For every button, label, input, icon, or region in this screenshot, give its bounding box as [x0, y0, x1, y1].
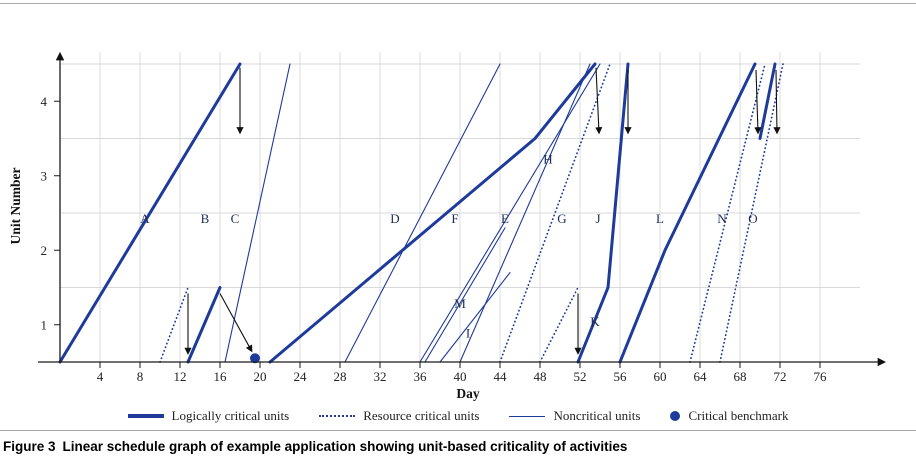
- legend-label: Resource critical units: [363, 408, 480, 423]
- x-tick-label: 52: [574, 369, 587, 384]
- x-tick-label: 12: [174, 369, 187, 384]
- activity-line-M: [424, 227, 506, 363]
- x-tick-label: 8: [137, 369, 144, 384]
- activity-line-D: [344, 63, 501, 363]
- y-tick-label: 3: [41, 168, 48, 183]
- activity-line-J: [606, 62, 630, 289]
- thin-line-sample: [509, 415, 546, 417]
- activity-label-F: F: [451, 211, 458, 226]
- float-arrow: [595, 67, 603, 135]
- x-tick-label: 44: [494, 369, 508, 384]
- activity-label-O: O: [748, 211, 757, 226]
- float-arrow: [754, 69, 762, 135]
- x-tick-label: 48: [534, 369, 547, 384]
- x-tick-label: 68: [734, 369, 747, 384]
- x-tick-label: 60: [654, 369, 667, 384]
- x-tick-label: 64: [694, 369, 708, 384]
- x-tick-label: 4: [97, 369, 104, 384]
- activity-line-H: [459, 63, 591, 363]
- activity-line-O: [719, 63, 784, 363]
- activity-label-E: E: [501, 211, 509, 226]
- activity-line-K: [576, 286, 610, 364]
- activity-line-E: [419, 63, 601, 363]
- thick-line-sample: [127, 414, 164, 418]
- x-tick-label: 32: [374, 369, 387, 384]
- activity-label-C: C: [231, 211, 240, 226]
- critical-benchmark-dot: [250, 353, 260, 364]
- chart-legend: Logically critical units Resource critic…: [0, 402, 916, 430]
- dotted-line-sample: [319, 415, 356, 417]
- legend-item-resource-critical: Resource critical units: [319, 408, 479, 424]
- figure-caption-prefix: Figure 3: [3, 439, 56, 454]
- activity-label-I: I: [466, 326, 470, 341]
- activity-line-G: [499, 63, 611, 363]
- activity-label-H: H: [543, 151, 552, 166]
- activity-label-J: J: [595, 211, 600, 226]
- x-tick-label: 24: [294, 369, 308, 384]
- activity-line-segment: [539, 286, 579, 363]
- activity-line-segment: [758, 62, 777, 140]
- benchmark-dot-sample: [670, 411, 681, 421]
- activity-line-C: [224, 63, 291, 363]
- legend-item-critical-benchmark: Critical benchmark: [670, 408, 788, 424]
- activity-label-M: M: [454, 296, 466, 311]
- activity-line-N: [689, 63, 766, 363]
- x-axis-title: Day: [456, 386, 479, 401]
- legend-item-logically-critical: Logically critical units: [127, 408, 290, 424]
- activity-line-I: [439, 272, 511, 363]
- activity-label-L: L: [656, 211, 664, 226]
- activity-line-L: [618, 62, 757, 364]
- legend-label: Logically critical units: [171, 408, 290, 423]
- y-tick-label: 1: [41, 317, 48, 332]
- legend-item-noncritical: Noncritical units: [509, 408, 640, 424]
- activity-line-A: [58, 62, 242, 364]
- activity-label-N: N: [717, 211, 727, 226]
- x-tick-label: 16: [214, 369, 228, 384]
- activity-label-D: D: [390, 211, 399, 226]
- figure-caption: Figure 3 Linear schedule graph of example…: [0, 431, 916, 454]
- x-tick-label: 56: [614, 369, 628, 384]
- x-tick-label: 72: [774, 369, 787, 384]
- plot-layer: C D E H MI G N O A B F K J L: [58, 62, 784, 364]
- x-tick-label: 36: [414, 369, 428, 384]
- grid-layer: [60, 52, 860, 362]
- activity-line-segment: [159, 286, 189, 363]
- y-tick-label: 2: [41, 243, 48, 258]
- y-tick-label: 4: [41, 94, 48, 109]
- activity-label-A: A: [140, 211, 150, 226]
- x-tick-label: 20: [254, 369, 267, 384]
- float-arrow: [773, 69, 781, 135]
- x-tick-label: 28: [334, 369, 347, 384]
- legend-label: Critical benchmark: [688, 408, 789, 423]
- x-tick-label: 76: [814, 369, 828, 384]
- activity-label-G: G: [557, 211, 566, 226]
- float-arrow: [219, 293, 253, 353]
- activity-label-B: B: [201, 211, 210, 226]
- activity-line-F: [268, 62, 597, 364]
- activity-line-B: [186, 286, 222, 364]
- legend-label: Noncritical units: [553, 408, 641, 423]
- figure-caption-text: Linear schedule graph of example applica…: [62, 439, 628, 454]
- x-tick-label: 40: [454, 369, 467, 384]
- activity-label-K: K: [590, 314, 600, 329]
- y-axis-title: Unit Number: [8, 168, 23, 245]
